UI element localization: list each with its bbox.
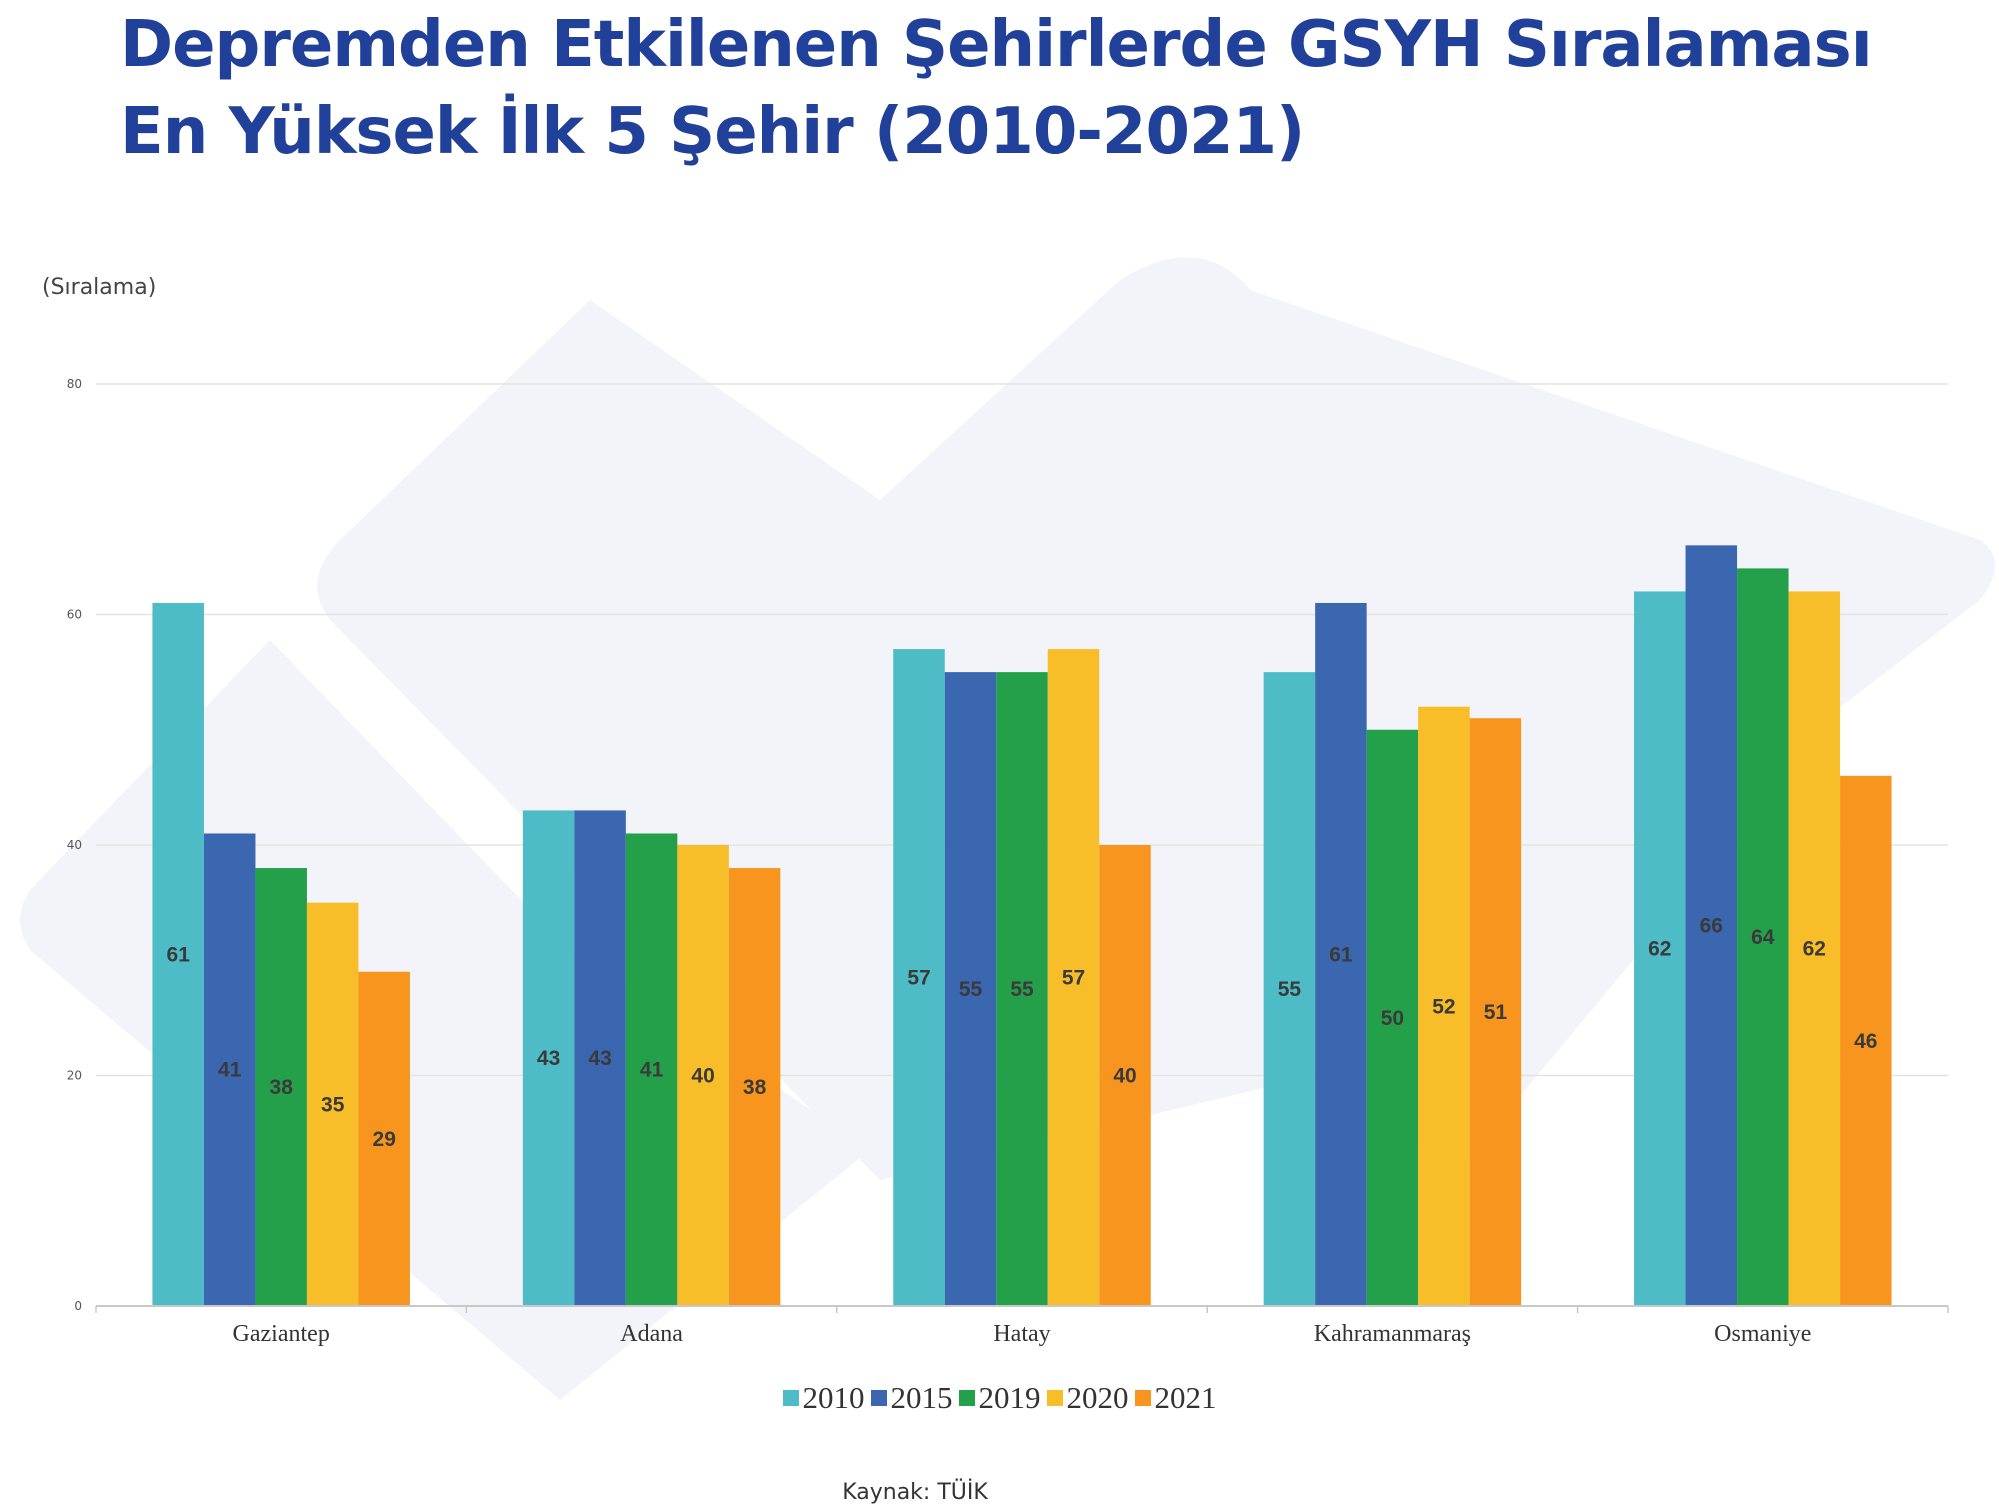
data-label: 46 xyxy=(1854,1030,1877,1053)
bar xyxy=(944,672,997,1306)
legend-label: 2015 xyxy=(890,1380,953,1415)
legend-label: 2021 xyxy=(1154,1380,1217,1415)
bar xyxy=(1634,591,1686,1306)
data-label: 29 xyxy=(373,1128,396,1151)
bar xyxy=(152,602,204,1306)
bar xyxy=(1047,649,1100,1306)
data-label: 55 xyxy=(1010,978,1034,1001)
legend-swatch xyxy=(870,1390,887,1406)
data-label: 64 xyxy=(1751,926,1775,949)
title-line-2: En Yüksek İlk 5 Şehir (2010-2021) xyxy=(120,95,1305,169)
bar xyxy=(1099,845,1151,1306)
data-label: 40 xyxy=(691,1065,714,1088)
x-category-label: Osmaniye xyxy=(1714,1321,1811,1347)
data-label: 41 xyxy=(640,1059,664,1082)
legend-label: 2020 xyxy=(1066,1380,1129,1415)
data-label: 43 xyxy=(537,1047,560,1070)
bar xyxy=(1469,718,1522,1306)
legend-item: 2021 xyxy=(1134,1380,1217,1416)
data-label: 50 xyxy=(1381,1007,1404,1030)
data-label: 41 xyxy=(218,1059,242,1082)
bar xyxy=(203,833,256,1306)
legend-label: 2019 xyxy=(978,1380,1041,1415)
bar xyxy=(1315,602,1367,1306)
data-label: 61 xyxy=(167,943,191,966)
bar xyxy=(893,649,945,1306)
legend-swatch xyxy=(782,1390,799,1406)
bar xyxy=(1685,545,1738,1306)
bar xyxy=(996,672,1048,1306)
bar xyxy=(1737,568,1789,1306)
data-label: 52 xyxy=(1432,995,1455,1018)
y-axis-unit-label: (Sıralama) xyxy=(42,275,157,300)
page-title: Depremden Etkilenen Şehirlerde GSYH Sıra… xyxy=(120,2,1873,176)
axes: 0 20 40 60 80 Gaziantep Adana Hatay Kahramanmara… xyxy=(67,377,1949,1347)
bars xyxy=(152,545,1892,1306)
x-category-label: Gaziantep xyxy=(233,1321,330,1347)
data-label: 51 xyxy=(1484,1001,1508,1024)
legend-item: 2015 xyxy=(870,1380,953,1416)
data-label: 62 xyxy=(1803,938,1826,961)
legend-label: 2010 xyxy=(802,1380,865,1415)
y-tick-label: 0 xyxy=(74,1299,82,1313)
data-label: 38 xyxy=(270,1076,294,1099)
data-label: 55 xyxy=(1278,978,1302,1001)
bar xyxy=(1788,591,1841,1306)
bar xyxy=(255,868,307,1306)
bar xyxy=(574,810,626,1306)
data-label: 55 xyxy=(959,978,983,1001)
data-label: 40 xyxy=(1113,1065,1136,1088)
y-tick-label: 20 xyxy=(67,1069,82,1083)
data-label: 35 xyxy=(321,1093,345,1116)
y-tick-label: 60 xyxy=(67,608,82,622)
data-label: 43 xyxy=(588,1047,611,1070)
y-tick-label: 40 xyxy=(67,838,82,852)
bar xyxy=(1840,775,1892,1306)
legend-item: 2010 xyxy=(782,1380,865,1416)
bar xyxy=(728,868,781,1306)
legend-swatch xyxy=(1046,1390,1063,1406)
source-note: Kaynak: TÜİK xyxy=(842,1480,988,1505)
title-line-1: Depremden Etkilenen Şehirlerde GSYH Sıra… xyxy=(120,8,1873,82)
data-labels: 61 41 38 35 29 43 43 41 40 38 57 55 55 57 40 55 61 50 52 51… xyxy=(167,915,1878,1151)
x-category-label: Hatay xyxy=(993,1321,1050,1347)
bar xyxy=(1366,729,1419,1306)
legend-swatch xyxy=(958,1390,975,1406)
data-label: 66 xyxy=(1700,915,1723,938)
x-category-label: Kahramanmaraş xyxy=(1314,1321,1471,1347)
bar xyxy=(677,845,729,1306)
bar xyxy=(522,810,575,1306)
bar xyxy=(1418,706,1470,1306)
data-label: 61 xyxy=(1329,943,1353,966)
data-label: 62 xyxy=(1648,938,1671,961)
legend-item: 2020 xyxy=(1046,1380,1129,1416)
data-label: 38 xyxy=(743,1076,767,1099)
legend-swatch xyxy=(1134,1390,1151,1406)
data-label: 57 xyxy=(1062,967,1085,990)
bar xyxy=(625,833,678,1306)
bar xyxy=(1263,672,1316,1306)
chart-legend: 2010 2015 2019 2020 2021 xyxy=(0,1380,1999,1416)
legend-item: 2019 xyxy=(958,1380,1041,1416)
data-label: 57 xyxy=(907,967,930,990)
bar xyxy=(358,971,410,1306)
x-category-label: Adana xyxy=(620,1321,683,1347)
y-tick-label: 80 xyxy=(67,377,82,391)
bar xyxy=(306,902,359,1306)
